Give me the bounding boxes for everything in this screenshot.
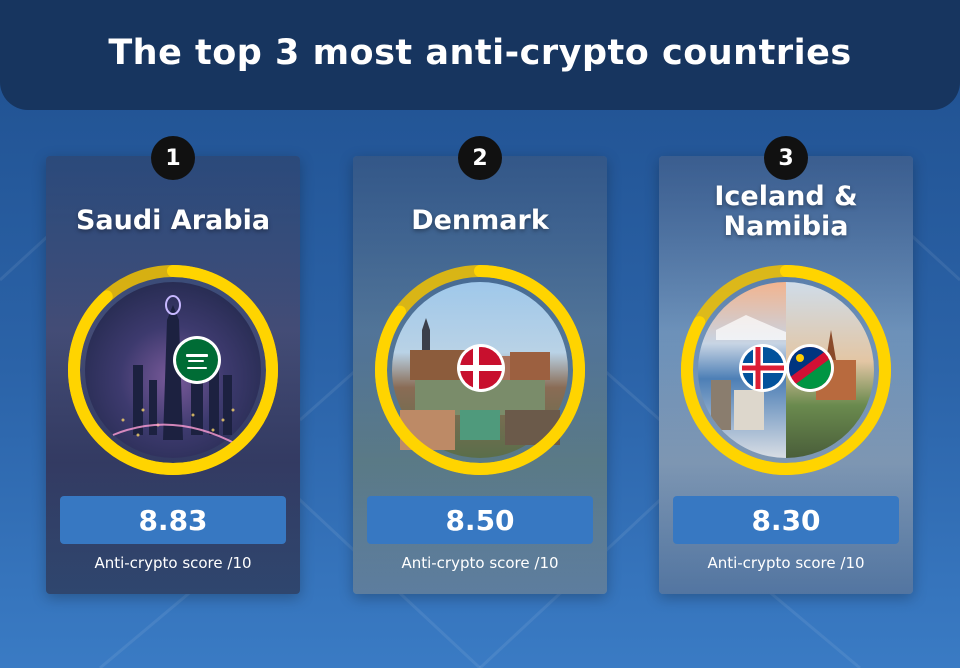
saudi-arabia-flag-icon xyxy=(173,336,221,384)
score-ring xyxy=(68,265,278,475)
namibia-flag-icon xyxy=(786,344,834,392)
score-value: 8.83 xyxy=(138,503,208,537)
score-ring xyxy=(375,265,585,475)
score-ring xyxy=(681,265,891,475)
page-title: The top 3 most anti-crypto countries xyxy=(108,33,852,73)
country-name-line-1: Iceland & xyxy=(714,181,858,212)
score-box: 8.83 xyxy=(60,496,286,544)
title-banner: The top 3 most anti-crypto countries xyxy=(0,0,960,110)
score-value: 8.30 xyxy=(751,503,821,537)
score-box: 8.50 xyxy=(367,496,593,544)
country-name: Denmark xyxy=(411,205,549,236)
score-label: Anti-crypto score /10 xyxy=(401,554,559,572)
score-box: 8.30 xyxy=(673,496,899,544)
country-card-1: Saudi Arabia xyxy=(46,156,300,594)
country-name: Saudi Arabia xyxy=(75,205,271,236)
skyline-icon xyxy=(133,305,232,440)
country-card-3: Iceland & Namibia xyxy=(659,156,913,594)
country-name-line-2: Namibia xyxy=(723,211,849,242)
score-label: Anti-crypto score /10 xyxy=(707,554,865,572)
rank-badge: 2 xyxy=(458,136,502,180)
score-label: Anti-crypto score /10 xyxy=(94,554,252,572)
rank-badge: 3 xyxy=(764,136,808,180)
country-card-2: Denmark xyxy=(353,156,607,594)
iceland-flag-icon xyxy=(739,344,787,392)
rank-badge: 1 xyxy=(151,136,195,180)
denmark-flag-icon xyxy=(457,344,505,392)
score-value: 8.50 xyxy=(445,503,515,537)
